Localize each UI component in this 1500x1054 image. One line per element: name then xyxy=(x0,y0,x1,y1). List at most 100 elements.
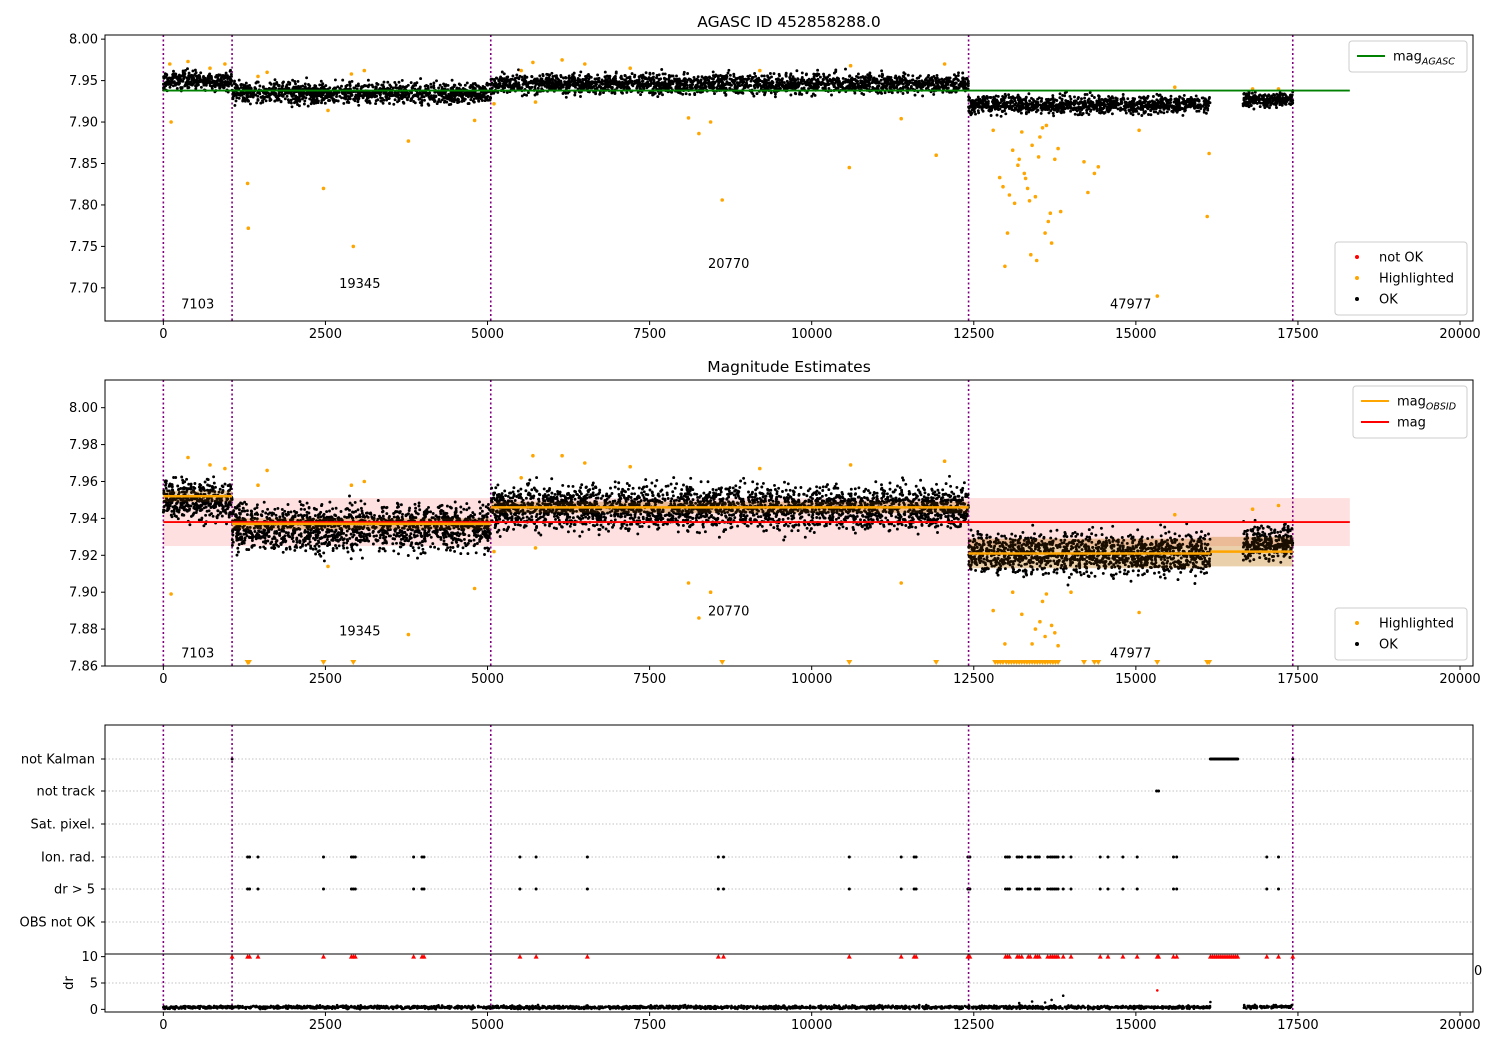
panel-1-ok-point xyxy=(507,85,510,88)
panel-1-ok-point xyxy=(1146,107,1149,110)
panel-1-ok-point xyxy=(348,96,351,99)
panel-1-ok-point xyxy=(604,71,607,74)
panel-1-ok-point xyxy=(853,87,856,90)
panel-1-ok-point xyxy=(464,84,467,87)
panel-1-ok-point xyxy=(965,77,968,80)
panel-1-ok-point xyxy=(639,75,642,78)
panel-1-ok-point xyxy=(170,78,173,81)
panel-1-ok-point xyxy=(1276,95,1279,98)
panel-1-ok-point xyxy=(501,85,504,88)
panel-1-ok-point xyxy=(398,97,401,100)
panel-1-ok-point xyxy=(1151,107,1154,110)
panel-1-ok-point xyxy=(1207,104,1210,107)
panel-1-ok-point xyxy=(780,79,783,82)
panel-1-ok-point xyxy=(281,81,284,84)
panel-1-ok-point xyxy=(1028,99,1031,102)
panel-1-ok-point xyxy=(516,86,519,89)
panel-1-ok-point xyxy=(1120,100,1123,103)
panel-1-ok-point xyxy=(857,73,860,76)
panel-1-ok-point xyxy=(940,78,943,81)
panel-1-ok-point xyxy=(1155,98,1158,101)
panel-1-ok-point xyxy=(997,108,1000,111)
panel-1-ok-point xyxy=(432,97,435,100)
panel-1-ok-point xyxy=(786,80,789,83)
panel-1-ok-point xyxy=(305,76,308,79)
panel-1-ok-point xyxy=(623,78,626,81)
panel-1-ok-point xyxy=(560,75,563,78)
panel-1-ok-point xyxy=(1098,99,1101,102)
panel-1-ok-point xyxy=(1250,104,1253,107)
panel-1-ok-point xyxy=(864,79,867,82)
panel-1-ok-point xyxy=(970,104,973,107)
panel-1-ok-point xyxy=(842,77,845,80)
panel-1-ok-point xyxy=(450,87,453,90)
panel-1-ok-point xyxy=(664,86,667,89)
panel-1-ok-point xyxy=(824,84,827,87)
panel-1-ok-point xyxy=(1172,111,1175,114)
panel-1-ok-point xyxy=(830,82,833,85)
panel-1-ok-point xyxy=(215,74,218,77)
panel-1-ok-point xyxy=(198,80,201,83)
panel-1-ok-point xyxy=(1093,96,1096,99)
panel-1-ok-point xyxy=(631,72,634,75)
panel-1-ok-point xyxy=(1086,93,1089,96)
panel-1-ok-point xyxy=(734,83,737,86)
panel-1-ok-point xyxy=(343,97,346,100)
panel-1-ok-point xyxy=(1042,108,1045,111)
panel-1-ok-point xyxy=(603,80,606,83)
panel-1-ok-point xyxy=(537,87,540,90)
panel-1-ok-point xyxy=(751,76,754,79)
panel-1-ok-point xyxy=(448,103,451,106)
panel-1-ok-point xyxy=(1049,105,1052,108)
panel-1-ok-point xyxy=(304,85,307,88)
panel-1-ok-point xyxy=(748,84,751,87)
panel-1-ok-point xyxy=(432,82,435,85)
panel-1-ok-point xyxy=(513,79,516,82)
panel-1-ok-point xyxy=(377,83,380,86)
panel-1-ok-point xyxy=(585,81,588,84)
panel-1-ok-point xyxy=(686,72,689,75)
panel-1-ok-point xyxy=(491,81,494,84)
panel-1-ok-point xyxy=(951,80,954,83)
panel-1-ok-point xyxy=(570,77,573,80)
panel-1-ok-point xyxy=(572,74,575,77)
panel-1-ok-point xyxy=(1082,112,1085,115)
panel-1-ok-point xyxy=(706,78,709,81)
panel-1-ok-point xyxy=(247,100,250,103)
panel-1-ok-point xyxy=(511,87,514,90)
panel-1-ok-point xyxy=(233,104,236,107)
panel-1-ok-point xyxy=(833,85,836,88)
panel-1-ok-point xyxy=(861,75,864,78)
panel-1-ok-point xyxy=(723,91,726,94)
panel-1-ok-point xyxy=(994,100,997,103)
panel-1-ok-point xyxy=(242,84,245,87)
panel-1-ok-point xyxy=(1052,108,1055,111)
panel-1-ok-point xyxy=(606,85,609,88)
panel-1-ok-point xyxy=(381,97,384,100)
panel-1-ok-point xyxy=(731,79,734,82)
panel-1-ok-point xyxy=(778,74,781,77)
panel-1-ok-point xyxy=(704,80,707,83)
panel-1-ok-point xyxy=(288,83,291,86)
panel-1-ok-point xyxy=(615,71,618,74)
panel-1-ok-point xyxy=(263,96,266,99)
panel-1-ok-point xyxy=(941,82,944,85)
panel-1-ok-point xyxy=(753,72,756,75)
panel-1-ok-point xyxy=(183,72,186,75)
panel-1-ok-point xyxy=(833,72,836,75)
panel-1-ok-point xyxy=(1201,96,1204,99)
panel-1-ok-point xyxy=(714,81,717,84)
panel-1-ok-point xyxy=(673,77,676,80)
panel-1-ok-point xyxy=(1089,91,1092,94)
panel-1-ok-point xyxy=(1104,105,1107,108)
panel-1-ok-point xyxy=(445,95,448,98)
panel-1-ok-point xyxy=(766,74,769,77)
panel-1-ok-point xyxy=(1024,99,1027,102)
panel-1-ok-point xyxy=(611,86,614,89)
panel-1-ok-point xyxy=(1147,113,1150,116)
panel-1-ok-point xyxy=(1143,111,1146,114)
panel-1-ok-point xyxy=(697,75,700,78)
panel-1-ok-point xyxy=(1111,112,1114,115)
panel-1-ok-point xyxy=(1109,99,1112,102)
panel-1-ok-point xyxy=(741,75,744,78)
